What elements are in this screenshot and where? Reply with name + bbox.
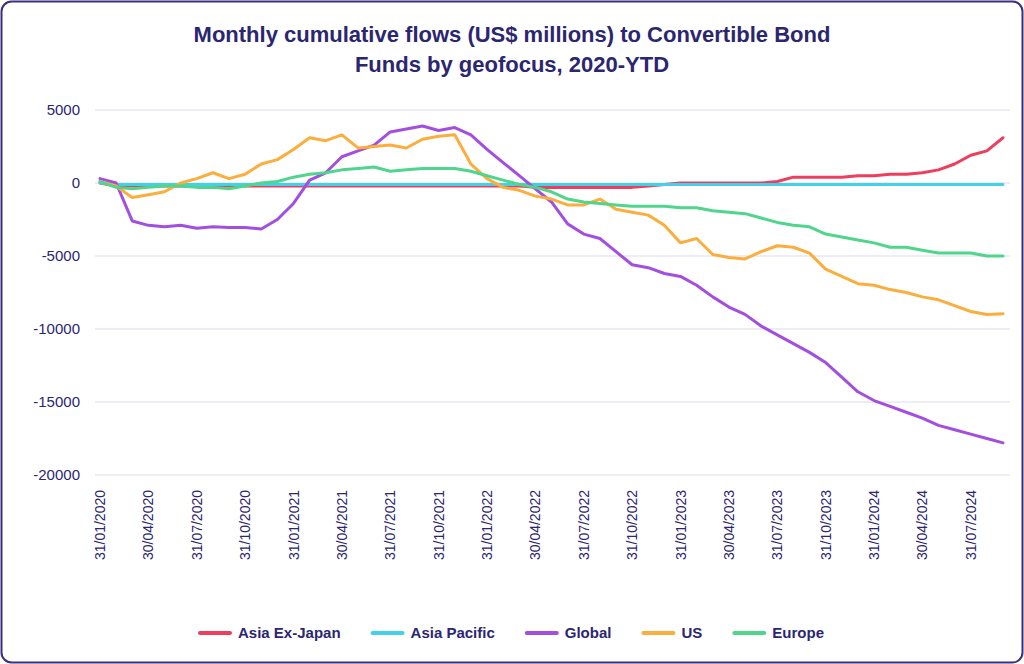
grid-line — [95, 475, 1010, 476]
lines — [100, 126, 1003, 443]
x-tick-label: 31/01/2023 — [673, 490, 689, 560]
series-line — [100, 183, 1003, 184]
x-tick-label: 31/01/2022 — [479, 490, 495, 560]
x-tick-label: 31/10/2023 — [818, 490, 834, 560]
x-tick-label: 30/04/2023 — [721, 490, 737, 560]
x-tick-label: 31/07/2022 — [576, 490, 592, 560]
x-tick-label: 31/10/2022 — [624, 490, 640, 560]
y-tick-label: -20000 — [33, 466, 80, 483]
series-line — [100, 135, 1003, 315]
legend-label: Global — [565, 624, 612, 641]
legend: Asia Ex-Japan Asia Pacific Global US Europe — [200, 624, 824, 641]
y-tick-label: 0 — [72, 174, 80, 191]
x-tick-label: 31/07/2020 — [189, 490, 205, 560]
legend-label: Asia Ex-Japan — [238, 624, 341, 641]
series-line — [100, 126, 1003, 443]
title: Monthly cumulative flows (US$ millions) … — [194, 22, 831, 77]
y-grid — [95, 110, 1010, 475]
x-tick-label: 31/07/2023 — [769, 490, 785, 560]
grid-line — [95, 402, 1010, 403]
x-tick-label: 31/10/2021 — [431, 490, 447, 560]
x-tick-label: 30/04/2020 — [140, 490, 156, 560]
x-tick-label: 31/07/2024 — [963, 490, 979, 560]
x-tick-label: 30/04/2022 — [527, 490, 543, 560]
x-tick-label: 30/04/2021 — [334, 490, 350, 560]
legend-swatch — [373, 631, 403, 635]
series-line — [100, 138, 1003, 188]
grid-line — [95, 110, 1010, 111]
legend-swatch — [527, 631, 557, 635]
grid-line — [95, 183, 1010, 184]
legend-swatch — [200, 631, 230, 635]
y-tick-label: 5000 — [47, 101, 80, 118]
legend-label: Europe — [772, 624, 824, 641]
series-line — [100, 167, 1003, 256]
grid-line — [95, 256, 1010, 257]
y-tick-label: -5000 — [42, 247, 80, 264]
x-tick-label: 30/04/2024 — [914, 490, 930, 560]
grid-line — [95, 329, 1010, 330]
legend-swatch — [643, 631, 673, 635]
x-tick-label: 31/10/2020 — [237, 490, 253, 560]
frame — [2, 2, 1023, 663]
chart: Monthly cumulative flows (US$ millions) … — [0, 0, 1024, 664]
x-tick-label: 31/01/2021 — [286, 490, 302, 560]
x-tick-label: 31/01/2024 — [866, 490, 882, 560]
y-tick-label: -10000 — [33, 320, 80, 337]
x-tick-label: 31/07/2021 — [382, 490, 398, 560]
x-tick-label: 31/01/2020 — [92, 490, 108, 560]
legend-label: US — [681, 624, 702, 641]
legend-swatch — [734, 631, 764, 635]
y-tick-label: -15000 — [33, 393, 80, 410]
legend-label: Asia Pacific — [411, 624, 495, 641]
